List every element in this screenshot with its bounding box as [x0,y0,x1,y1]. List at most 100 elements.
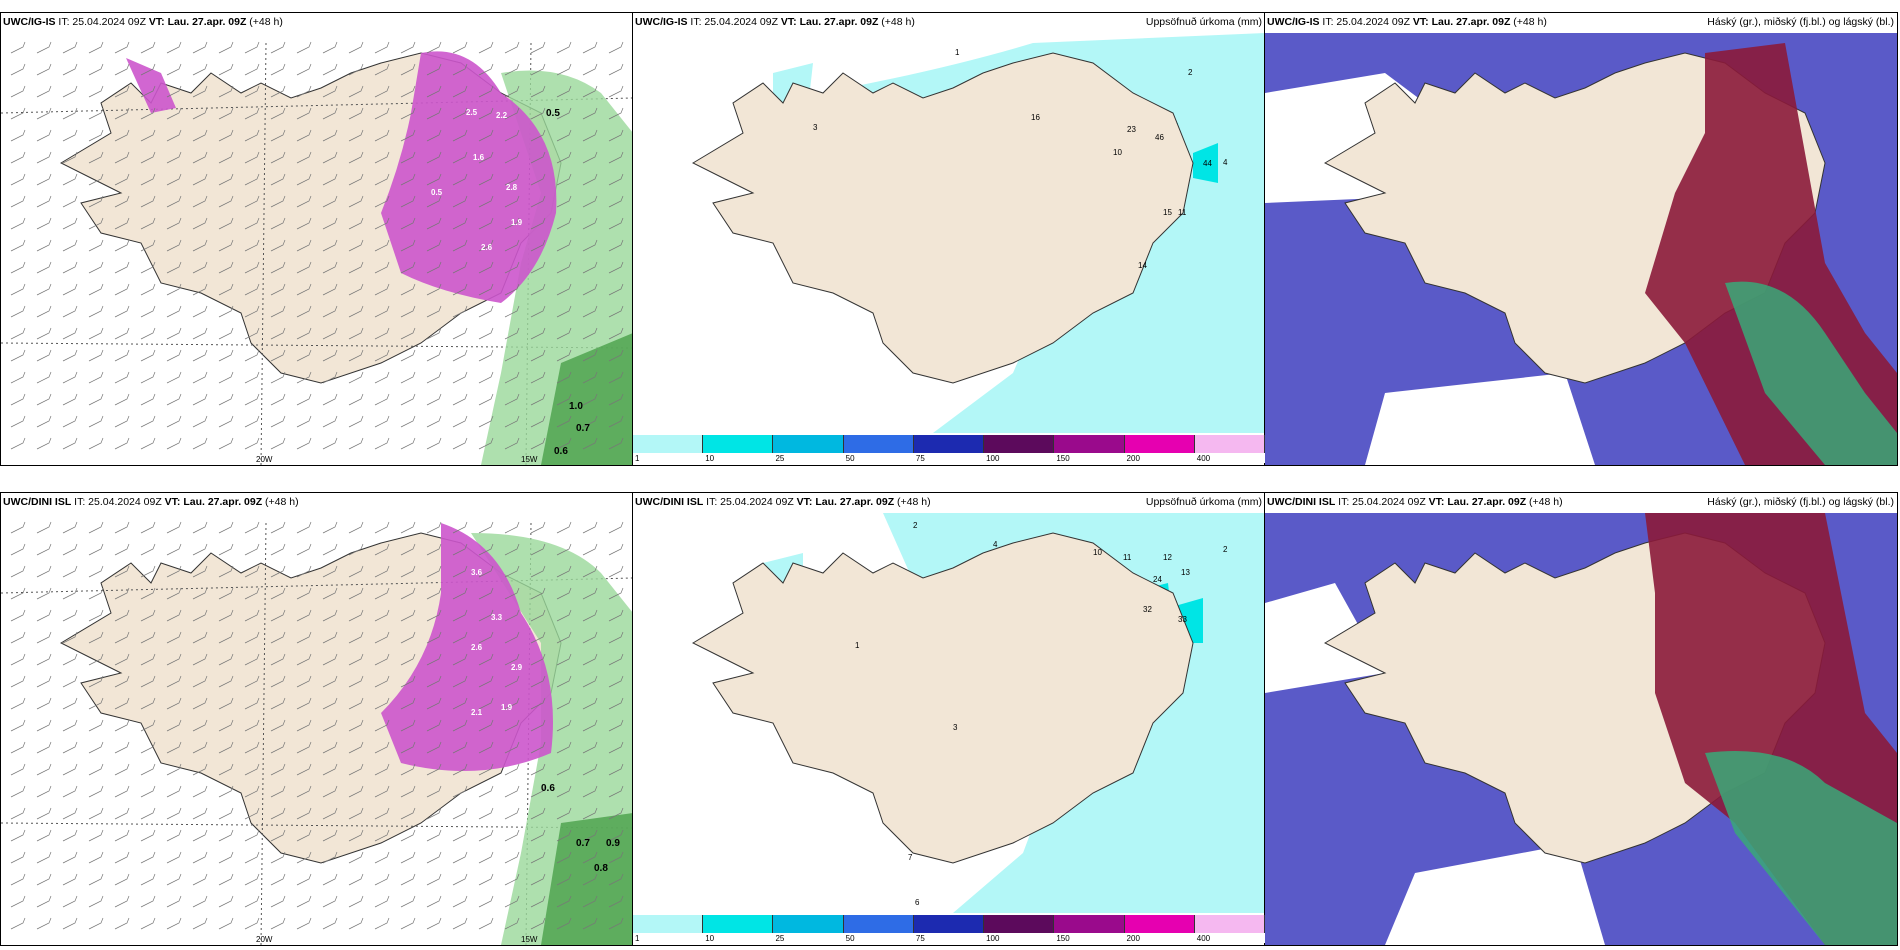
wind-barb [140,305,156,318]
wind-barb [400,653,416,666]
colorbar-tick: 25 [775,934,785,943]
wind-barb [88,763,104,776]
colorbar-swatch [773,915,844,933]
wind-barb [140,587,156,600]
wind-barb [36,371,52,384]
wind-barb [556,305,572,318]
wind-barb [114,675,130,688]
wind-barb [10,543,26,556]
wind-barb [400,173,416,186]
wind-barb [478,741,494,754]
wind-barb [348,349,364,362]
wind-barb [530,305,546,318]
wind-barb [530,829,546,842]
wind-barb [62,107,78,120]
wind-barb [556,587,572,600]
wind-barb [62,85,78,98]
wind-barb [218,807,234,820]
wind-barb [270,415,286,428]
wind-barb [374,829,390,842]
wind-barb [452,63,468,76]
wind-barb [322,675,338,688]
wind-barb [478,697,494,710]
wind-barb [270,653,286,666]
wind-barb [504,741,520,754]
wind-barb [556,327,572,340]
wind-barb [62,437,78,450]
wind-barb [192,741,208,754]
wind-barb [10,851,26,864]
wind-barb [296,521,312,534]
colorbar-tick: 10 [705,934,715,943]
wind-barb [374,261,390,274]
wind-barb [504,261,520,274]
wind-barb [192,609,208,622]
wind-barb [400,393,416,406]
wind-barb [478,785,494,798]
coastline [691,52,1194,384]
wind-barb [244,763,260,776]
wind-barb [218,829,234,842]
wind-barb [374,675,390,688]
wind-barb [296,327,312,340]
wind-barb [36,195,52,208]
wind-barb [10,437,26,450]
wind-barb [36,829,52,842]
wind-barb [530,609,546,622]
wind-barb [374,543,390,556]
wind-barb [452,415,468,428]
wind-barb [426,521,442,534]
wind-barb [400,719,416,732]
wind-barb [556,41,572,54]
wind-barb [322,261,338,274]
wind-barb [166,151,182,164]
map-panel-bottom-left: UWC/DINI ISL IT: 25.04.2024 09Z VT: Lau.… [0,492,634,946]
wind-barb [504,917,520,930]
wind-barb [504,327,520,340]
wind-barb [400,895,416,908]
wind-barb [348,807,364,820]
wind-barb [608,631,624,644]
wind-barb [218,41,234,54]
wind-barb [530,129,546,142]
wind-barb [36,697,52,710]
wind-barb [374,349,390,362]
wind-barb [218,587,234,600]
wind-barb [10,85,26,98]
wind-barb [244,719,260,732]
wind-barb [140,675,156,688]
wind-barb [166,107,182,120]
wind-barb [10,415,26,428]
wind-barb [504,371,520,384]
snow-label: 2.6 [481,243,493,252]
wind-barb [36,261,52,274]
wind-barb [166,327,182,340]
wind-barb [348,609,364,622]
wind-barb [218,129,234,142]
wind-barb [452,107,468,120]
wind-barb [140,763,156,776]
wind-barb [400,587,416,600]
wind-barb [478,675,494,688]
wind-barb [166,129,182,142]
wind-barb [452,173,468,186]
clear-area [1365,373,1595,465]
wind-barb [348,631,364,644]
wind-barb [10,829,26,842]
wind-barb [374,85,390,98]
snow-label: 2.1 [471,708,483,717]
wind-barb [140,371,156,384]
wind-barb [582,371,598,384]
wind-barb [582,565,598,578]
wind-barb [374,521,390,534]
colorbar-tick: 25 [775,454,785,463]
wind-barb [244,521,260,534]
wind-barb [374,609,390,622]
wind-barb [400,415,416,428]
wind-barb [608,587,624,600]
wind-barb [582,829,598,842]
wind-barb [322,763,338,776]
wind-barb [478,829,494,842]
precip-colorbar: 1 10 25 50 75 100 150 200 400 [633,435,1265,463]
snow-label: 1.9 [511,218,523,227]
